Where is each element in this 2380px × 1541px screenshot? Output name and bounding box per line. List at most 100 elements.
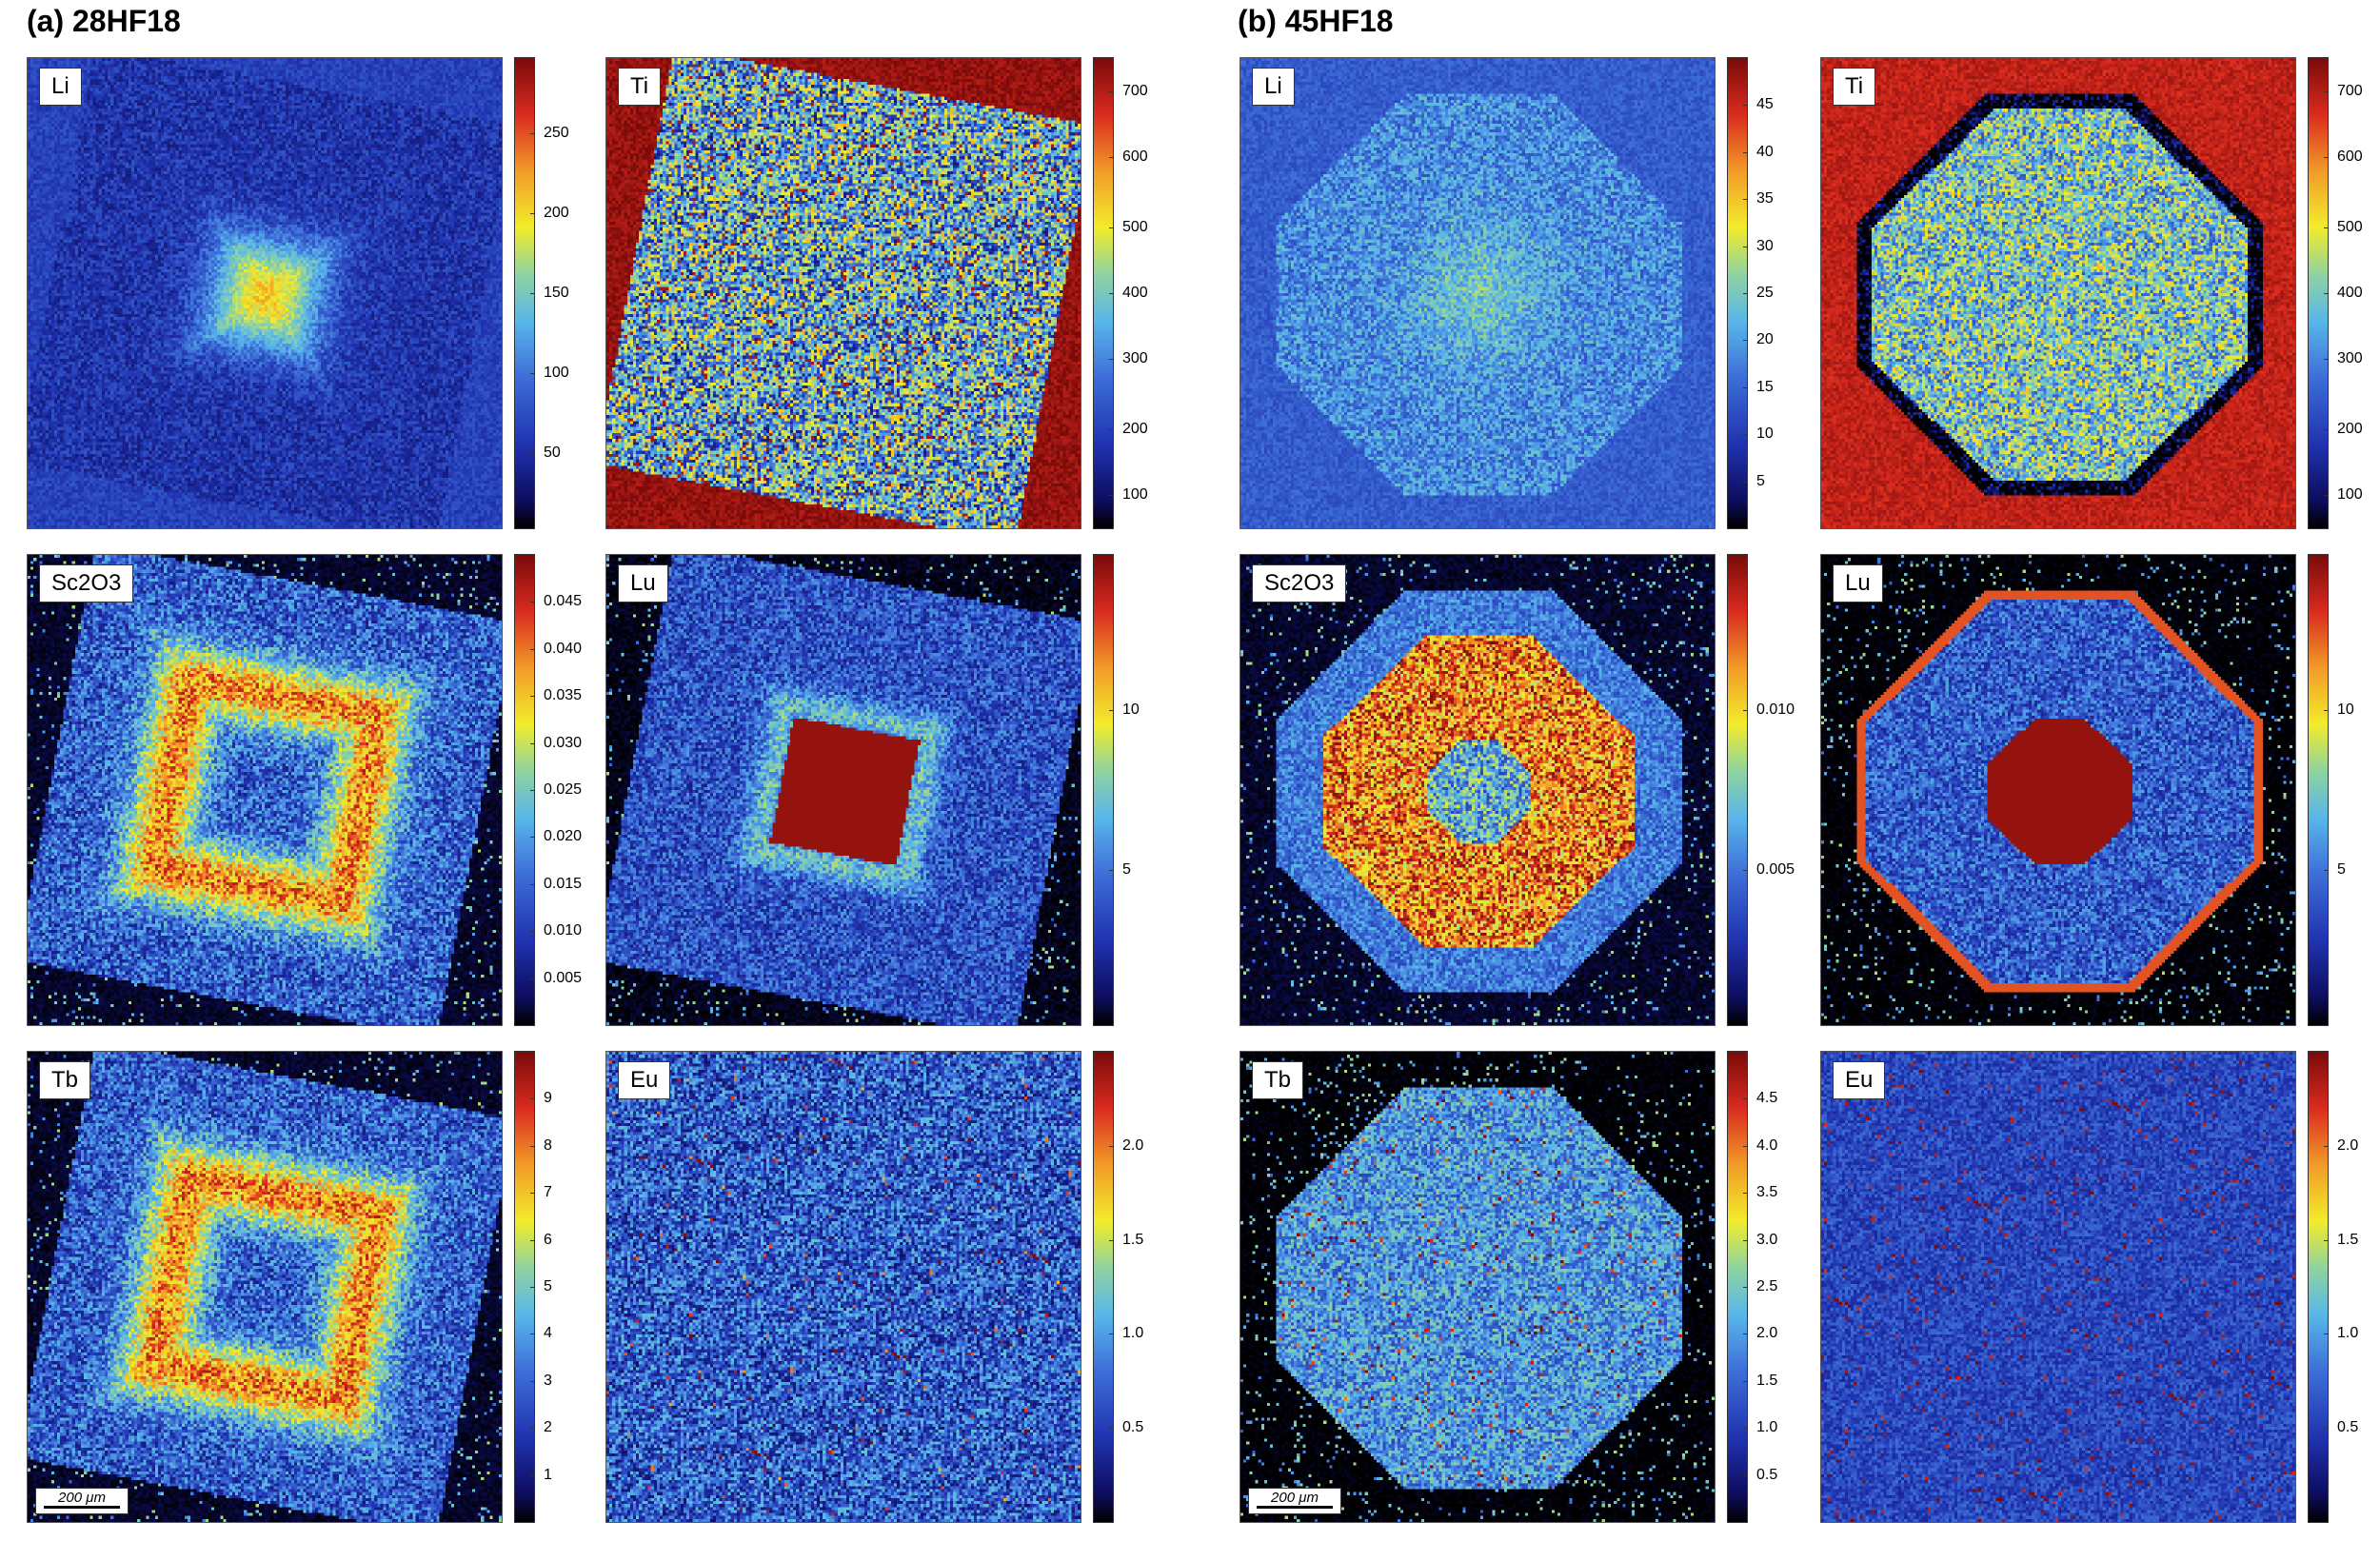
- element-label: Lu: [1833, 564, 1883, 603]
- colorbar-tick: 3: [530, 1373, 552, 1390]
- colorbar-tick: 4.5: [1742, 1090, 1777, 1107]
- map-a-sc2o3: Sc2O3: [27, 554, 503, 1026]
- map-b-tb: Tb 200 μm: [1240, 1051, 1716, 1523]
- map-b-ti: Ti: [1820, 57, 2296, 529]
- colorbar-tick: 1.0: [1742, 1419, 1777, 1436]
- scale-bar: 200 μm: [35, 1488, 129, 1514]
- colorbar-tick: 50: [530, 445, 561, 462]
- element-label: Sc2O3: [1252, 564, 1347, 603]
- colorbar-tick: 0.035: [529, 687, 582, 704]
- colorbar-tick: 2.0: [2323, 1137, 2358, 1155]
- colorbar: 0.5 1.0 1.5 2.0: [1093, 1051, 1143, 1523]
- scale-bar-label: 200 μm: [1271, 1490, 1319, 1506]
- element-label: Li: [1252, 68, 1295, 106]
- colorbar-tick: 500: [2324, 219, 2363, 236]
- colorbar-tick: 0.5: [2323, 1419, 2358, 1436]
- colorbar-tick: 35: [1743, 190, 1774, 207]
- colorbar-tick: 0.5: [1108, 1419, 1143, 1436]
- colorbar-tick: 20: [1743, 331, 1774, 348]
- panel-title-a: (a) 28HF18: [27, 4, 181, 38]
- colorbar: 5 10 15 20 25 30 35 40 45: [1727, 57, 1774, 529]
- colorbar-tick: 2.5: [1742, 1278, 1777, 1295]
- colorbar-tick: 9: [530, 1090, 552, 1107]
- scale-bar: 200 μm: [1248, 1488, 1341, 1514]
- colorbar: 5 10: [2308, 554, 2354, 1026]
- colorbar-tick: 300: [1109, 350, 1148, 367]
- colorbar-tick: 1: [530, 1467, 552, 1484]
- map-b-sc2o3: Sc2O3: [1240, 554, 1716, 1026]
- map-image: [1240, 555, 1715, 1025]
- colorbar-tick: 5: [1109, 861, 1131, 879]
- colorbar-tick: 0.005: [1742, 861, 1795, 879]
- colorbar-tick: 100: [1109, 486, 1148, 504]
- map-image: [28, 555, 502, 1025]
- colorbar: 100 200 300 400 500 600 700: [2308, 57, 2363, 529]
- colorbar-tick: 0.045: [529, 593, 582, 610]
- map-image: [1821, 1052, 2295, 1522]
- colorbar-tick: 2.0: [1108, 1137, 1143, 1155]
- colorbar-tick: 0.020: [529, 828, 582, 845]
- element-label: Tb: [39, 1061, 91, 1099]
- colorbar-tick: 1.5: [1108, 1232, 1143, 1249]
- colorbar-tick: 15: [1743, 379, 1774, 396]
- scale-bar-line: [1257, 1506, 1333, 1509]
- colorbar-tick: 2: [530, 1419, 552, 1436]
- colorbar-tick: 45: [1743, 96, 1774, 113]
- element-label: Ti: [618, 68, 662, 106]
- colorbar-tick: 100: [2324, 486, 2363, 504]
- colorbar-tick: 1.0: [2323, 1325, 2358, 1342]
- scale-bar-label: 200 μm: [58, 1490, 106, 1506]
- colorbar-tick: 0.005: [529, 970, 582, 987]
- map-a-ti: Ti: [605, 57, 1081, 529]
- colorbar-tick: 0.040: [529, 641, 582, 658]
- colorbar-tick: 100: [530, 365, 569, 382]
- colorbar-tick: 2.0: [1742, 1325, 1777, 1342]
- map-image: [28, 1052, 502, 1522]
- map-a-eu: Eu: [605, 1051, 1081, 1523]
- map-image: [1821, 555, 2295, 1025]
- panel-title-b: (b) 45HF18: [1238, 4, 1394, 38]
- colorbar: 100 200 300 400 500 600 700: [1093, 57, 1148, 529]
- colorbar-tick: 0.010: [1742, 701, 1795, 719]
- colorbar-tick: 200: [1109, 421, 1148, 438]
- colorbar-tick: 40: [1743, 144, 1774, 161]
- colorbar-tick: 7: [530, 1184, 552, 1201]
- colorbar-tick: 10: [2324, 701, 2354, 719]
- colorbar-tick: 0.010: [529, 922, 582, 939]
- colorbar: 0.5 1.0 1.5 2.0: [2308, 1051, 2358, 1523]
- map-image: [606, 555, 1081, 1025]
- colorbar-tick: 400: [2324, 285, 2363, 302]
- element-label: Eu: [1833, 1061, 1886, 1099]
- map-a-lu: Lu: [605, 554, 1081, 1026]
- colorbar-tick: 400: [1109, 285, 1148, 302]
- map-b-lu: Lu: [1820, 554, 2296, 1026]
- map-image: [1821, 58, 2295, 528]
- colorbar-tick: 0.015: [529, 876, 582, 893]
- colorbar-tick: 4: [530, 1325, 552, 1342]
- colorbar-tick: 5: [1743, 473, 1765, 490]
- colorbar-tick: 30: [1743, 238, 1774, 255]
- colorbar-tick: 150: [530, 285, 569, 302]
- colorbar-tick: 10: [1743, 425, 1774, 443]
- scale-bar-line: [44, 1506, 120, 1509]
- colorbar: 1 2 3 4 5 6 7 8 9: [514, 1051, 552, 1523]
- colorbar: 0.005 0.010: [1727, 554, 1795, 1026]
- colorbar: 5 10: [1093, 554, 1140, 1026]
- colorbar-tick: 250: [530, 125, 569, 142]
- colorbar-tick: 3.5: [1742, 1184, 1777, 1201]
- map-image: [606, 58, 1081, 528]
- map-a-li: Li: [27, 57, 503, 529]
- colorbar-tick: 600: [1109, 148, 1148, 166]
- colorbar-tick: 500: [1109, 219, 1148, 236]
- map-image: [1240, 58, 1715, 528]
- colorbar-tick: 25: [1743, 285, 1774, 302]
- element-label: Sc2O3: [39, 564, 134, 603]
- colorbar-tick: 200: [2324, 421, 2363, 438]
- map-b-eu: Eu: [1820, 1051, 2296, 1523]
- colorbar: 50 100 150 200 250: [514, 57, 569, 529]
- colorbar-tick: 5: [2324, 861, 2346, 879]
- colorbar-tick: 3.0: [1742, 1232, 1777, 1249]
- colorbar-tick: 0.5: [1742, 1467, 1777, 1484]
- colorbar-tick: 600: [2324, 148, 2363, 166]
- map-image: [1240, 1052, 1715, 1522]
